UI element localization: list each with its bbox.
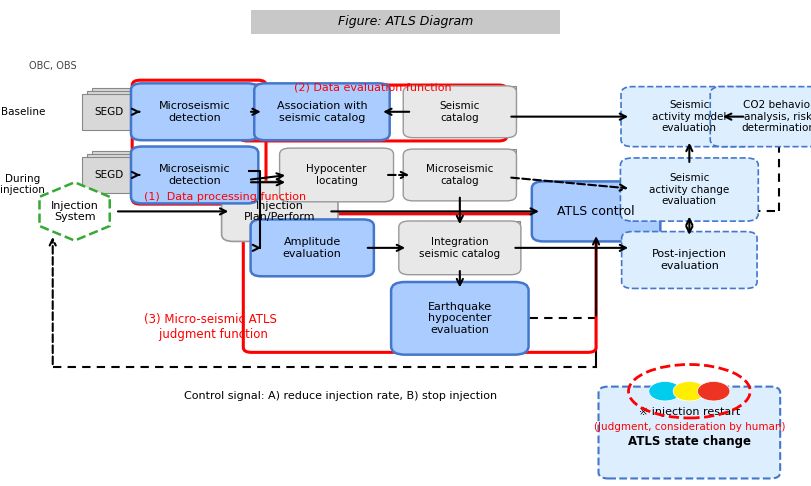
FancyBboxPatch shape (414, 225, 516, 265)
Text: During
injection: During injection (0, 174, 45, 195)
FancyBboxPatch shape (418, 89, 511, 129)
FancyBboxPatch shape (255, 84, 390, 140)
FancyBboxPatch shape (403, 149, 517, 201)
Text: (Judgment, consideration by human): (Judgment, consideration by human) (594, 422, 785, 432)
FancyBboxPatch shape (418, 152, 511, 192)
FancyBboxPatch shape (620, 158, 758, 221)
FancyBboxPatch shape (622, 231, 757, 288)
Text: (3) Micro-seismic ATLS
    judgment function: (3) Micro-seismic ATLS judgment function (144, 313, 277, 342)
Text: Hypocenter
locating: Hypocenter locating (307, 164, 367, 186)
Text: (1)  Data processing function: (1) Data processing function (144, 192, 307, 202)
FancyBboxPatch shape (280, 148, 393, 202)
Text: Injection
Plan/Perform: Injection Plan/Perform (244, 201, 315, 222)
FancyBboxPatch shape (88, 90, 140, 127)
FancyBboxPatch shape (532, 181, 660, 242)
Text: Baseline: Baseline (1, 107, 45, 117)
Polygon shape (40, 182, 109, 241)
Text: ATLS control: ATLS control (557, 205, 635, 218)
Text: SEGD: SEGD (94, 107, 123, 117)
Text: ※ injection restart: ※ injection restart (639, 407, 740, 417)
FancyBboxPatch shape (131, 84, 258, 140)
Text: CO2 behavior
analysis, risk
determination: CO2 behavior analysis, risk determinatio… (741, 100, 811, 133)
FancyBboxPatch shape (399, 221, 521, 275)
FancyBboxPatch shape (391, 282, 529, 355)
FancyBboxPatch shape (83, 156, 135, 193)
Text: ATLS state change: ATLS state change (628, 435, 751, 448)
Text: OBC, OBS: OBC, OBS (29, 61, 76, 70)
Text: Figure: ATLS Diagram: Figure: ATLS Diagram (338, 16, 473, 28)
Circle shape (673, 382, 706, 401)
FancyBboxPatch shape (621, 87, 757, 147)
FancyBboxPatch shape (221, 181, 338, 242)
FancyBboxPatch shape (88, 154, 140, 190)
FancyBboxPatch shape (423, 149, 517, 189)
Text: Microseismic
detection: Microseismic detection (159, 164, 230, 186)
FancyBboxPatch shape (92, 87, 144, 124)
FancyBboxPatch shape (418, 222, 521, 262)
Text: Seismic
activity change
evaluation: Seismic activity change evaluation (650, 173, 729, 206)
Circle shape (697, 382, 730, 401)
Text: Control signal: A) reduce injection rate, B) stop injection: Control signal: A) reduce injection rate… (184, 391, 497, 401)
FancyBboxPatch shape (403, 86, 517, 138)
FancyBboxPatch shape (710, 87, 811, 147)
FancyBboxPatch shape (413, 92, 506, 132)
Text: Microseismic
catalog: Microseismic catalog (426, 164, 494, 186)
FancyBboxPatch shape (251, 10, 560, 34)
Text: Earthquake
hypocenter
evaluation: Earthquake hypocenter evaluation (427, 302, 492, 335)
FancyBboxPatch shape (413, 155, 506, 195)
Text: Post-injection
evaluation: Post-injection evaluation (652, 249, 727, 271)
Circle shape (649, 382, 681, 401)
FancyBboxPatch shape (251, 220, 374, 276)
Text: (2) Data evaluation function: (2) Data evaluation function (294, 83, 452, 93)
FancyBboxPatch shape (131, 147, 258, 203)
Text: SEGD: SEGD (94, 170, 123, 180)
FancyBboxPatch shape (83, 93, 135, 130)
Text: Seismic
activity model
evaluation: Seismic activity model evaluation (652, 100, 727, 133)
FancyBboxPatch shape (92, 151, 144, 187)
Text: Seismic
catalog: Seismic catalog (440, 101, 480, 122)
FancyBboxPatch shape (423, 86, 517, 126)
Text: Amplitude
evaluation: Amplitude evaluation (283, 237, 341, 259)
Text: Microseismic
detection: Microseismic detection (159, 101, 230, 122)
FancyBboxPatch shape (409, 227, 511, 268)
Text: Association with
seismic catalog: Association with seismic catalog (277, 101, 367, 122)
Text: Integration
seismic catalog: Integration seismic catalog (419, 237, 500, 259)
Text: Injection
System: Injection System (50, 201, 99, 222)
FancyBboxPatch shape (599, 387, 780, 478)
